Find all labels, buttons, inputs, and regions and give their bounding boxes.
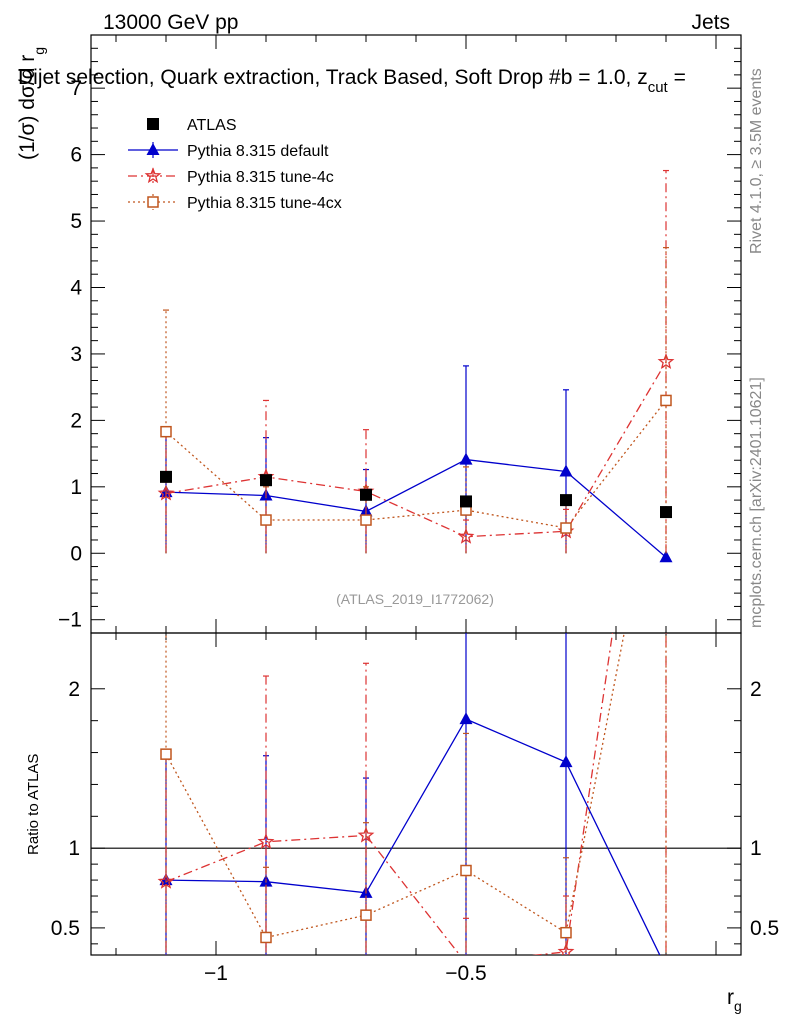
- legend-marker-default: [146, 143, 160, 155]
- tune4cx-ratio-line: [165, 633, 625, 939]
- legend-label-atlas: ATLAS: [187, 117, 237, 134]
- y-tick-label: 2: [70, 409, 82, 432]
- tune4c-ratio-point: [357, 826, 375, 843]
- default-point: [459, 452, 473, 465]
- ratio-y-tick-label-right: 2: [750, 678, 762, 701]
- atlas-point: [660, 506, 672, 519]
- tune4cx-ratio-point: [260, 931, 272, 944]
- y-tick-label: −1: [58, 609, 82, 632]
- ratio-axes: −1 −0.5 0.5 0.5 1 1 2 2: [51, 633, 779, 985]
- tune4c-point: [657, 353, 675, 370]
- mcplots-label: mcplots.cern.ch [arXiv:2401.10621]: [748, 377, 765, 628]
- tune4cx-ratio-point: [460, 864, 472, 877]
- y-tick-label: 3: [70, 343, 82, 366]
- tune4cx-ratio-point: [160, 748, 172, 760]
- analysis-watermark: (ATLAS_2019_I1772062): [336, 591, 494, 607]
- default-ratio-point: [660, 961, 673, 973]
- tune4cx-point: [660, 394, 672, 407]
- atlas-point: [260, 474, 272, 487]
- legend-label-tune4cx: Pythia 8.315 tune-4cx: [187, 195, 342, 212]
- y-tick-label: 4: [70, 276, 82, 299]
- ratio-y-tick-label-right: 0.5: [750, 917, 779, 940]
- tune4cx-point: [260, 514, 272, 526]
- tune4c-ratio-point: [257, 833, 275, 849]
- legend-label-tune4c: Pythia 8.315 tune-4c: [187, 169, 334, 186]
- default-ratio-point: [559, 755, 573, 768]
- main-axes: −1 0 1 2 3 4 5 6 7: [58, 34, 741, 634]
- atlas-point: [460, 495, 472, 508]
- ratio-y-tick-label-right: 1: [750, 837, 762, 860]
- legend: ATLAS Pythia 8.315 default Pythia 8.315 tu…: [128, 117, 342, 212]
- ratio-y-tick-label: 1: [68, 837, 80, 860]
- ratio-y-axis-label: Ratio to ATLAS: [25, 754, 42, 855]
- ratio-series-layer: [157, 633, 673, 973]
- rivet-label: Rivet 4.1.0, ≥ 3.5M events: [748, 68, 765, 254]
- plot-title: Dijet selection, Quark extraction, Track…: [18, 66, 686, 96]
- tune4cx-point: [360, 514, 372, 526]
- default-point: [659, 550, 673, 563]
- tune4c-ratio-point: [157, 872, 175, 889]
- atlas-point: [360, 488, 372, 501]
- default-line: [165, 458, 667, 558]
- atlas-point: [160, 470, 172, 483]
- atlas-point: [560, 494, 572, 507]
- tune4c-point: [457, 527, 475, 544]
- x-tick-label: −1: [204, 962, 228, 985]
- legend-marker-atlas: [147, 118, 159, 130]
- y-tick-label: 1: [70, 476, 82, 499]
- x-tick-label: −0.5: [445, 962, 486, 985]
- y-tick-label: 0: [70, 542, 82, 565]
- ratio-y-tick-label: 2: [68, 678, 80, 701]
- y-tick-label: 6: [70, 144, 82, 167]
- default-point: [559, 464, 573, 477]
- legend-label-default: Pythia 8.315 default: [187, 143, 329, 160]
- ratio-y-tick-label: 0.5: [51, 917, 80, 940]
- ratio-panel-frame: [90, 632, 742, 956]
- tune4cx-ratio-point: [360, 909, 372, 921]
- default-ratio-line: [165, 718, 661, 955]
- tune4c-line: [165, 361, 667, 538]
- tune4c-ratio-line: [165, 633, 614, 955]
- tune4cx-point: [560, 522, 572, 534]
- energy-label: 13000 GeV pp: [103, 11, 238, 34]
- legend-marker-tune4cx: [147, 196, 159, 208]
- legend-marker-tune4c: [144, 167, 162, 184]
- tune4cx-line: [165, 399, 667, 529]
- tune4c-ratio-point: [557, 943, 575, 955]
- default-ratio-point: [459, 712, 473, 725]
- jets-label: Jets: [691, 11, 730, 34]
- tune4cx-point: [160, 425, 172, 438]
- y-axis-label: (1/σ) dσ/d rg: [16, 47, 47, 160]
- main-series-layer: [157, 169, 675, 563]
- x-axis-label: rg: [727, 986, 742, 1014]
- y-tick-label: 5: [70, 210, 82, 233]
- tune4cx-ratio-point: [560, 926, 572, 939]
- y-tick-label: 7: [70, 77, 82, 100]
